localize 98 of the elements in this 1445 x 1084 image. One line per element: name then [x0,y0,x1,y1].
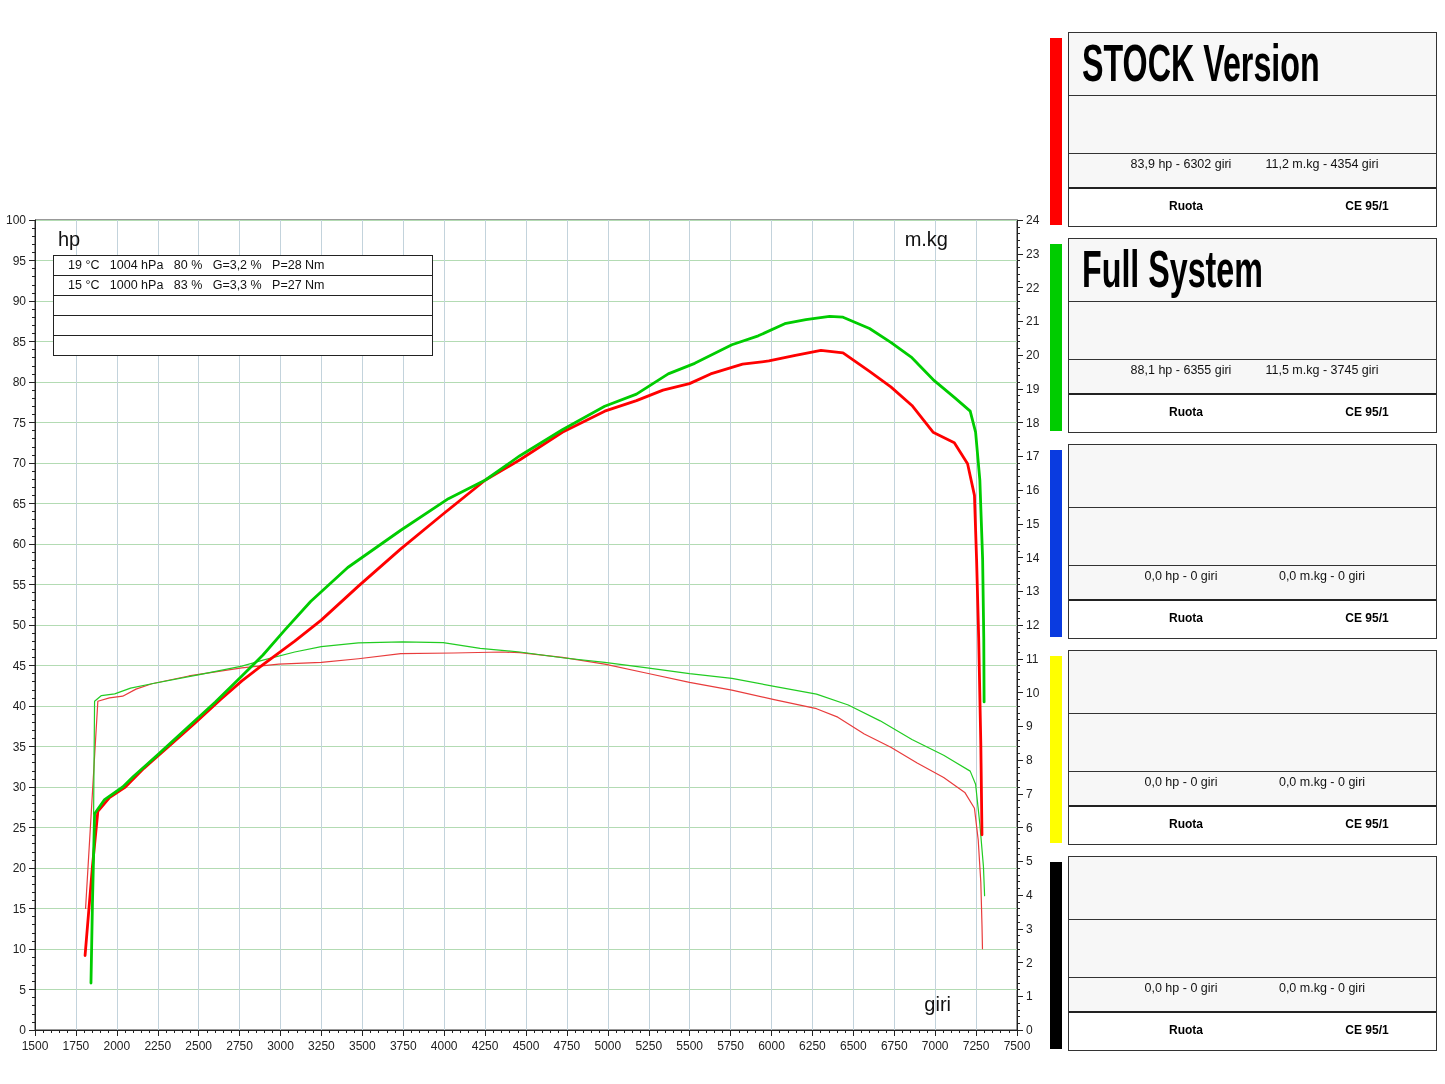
x-tick-label: 7000 [921,1039,949,1053]
x-tick-label: 3750 [389,1039,417,1053]
text: 11,5 m.kg - 3745 giri [1265,363,1379,378]
x-tick-label: 4250 [471,1039,499,1053]
y-tick-label: 70 [12,456,27,470]
text: 0,0 hp - 0 giri [1144,569,1218,584]
y-axis-title: hp [58,228,81,250]
y-tick-label: 85 [12,334,27,349]
text: 0,0 hp - 0 giri [1144,775,1218,790]
legend-label: Full System [1082,240,1263,298]
y2-tick-label: 22 [1026,280,1040,295]
annotation: 15 °C 1000 hPa 83 % G=3,3 % P=27 Nm [68,278,325,293]
y2-tick-label: 17 [1026,449,1040,464]
text: 83,9 hp - 6302 giri [1130,157,1232,172]
y2-tick-label: 18 [1026,415,1040,430]
y-tick-label: 80 [12,375,27,389]
y2-tick-label: 20 [1026,348,1040,362]
y2-tick-label: 8 [1026,753,1033,767]
y-tick-label: 45 [12,658,27,673]
y-tick-label: 95 [12,253,27,268]
y-tick-label: 75 [12,415,27,430]
y2-tick-label: 2 [1026,955,1033,970]
y2-tick-label: 0 [1026,1023,1033,1037]
y-tick-label: 50 [12,618,27,632]
y2-tick-label: 15 [1026,516,1040,531]
x-tick-label: 1750 [62,1039,90,1053]
y2-tick-label: 3 [1026,921,1033,936]
x-tick-label: 7500 [1003,1039,1031,1053]
annotation: 19 °C 1004 hPa 80 % G=3,2 % P=28 Nm [68,258,325,273]
y-tick-label: 20 [12,861,27,875]
x-tick-label: 2250 [144,1039,172,1053]
y-tick-label: 100 [5,213,27,227]
x-tick-label: 2500 [185,1039,213,1053]
x-tick-label: 4000 [430,1039,458,1053]
y-tick-label: 40 [12,699,27,713]
y2-tick-label: 23 [1026,246,1040,261]
x-tick-label: 6750 [880,1039,908,1053]
x-tick-label: 5500 [676,1039,704,1053]
x-tick-label: 7250 [962,1039,990,1053]
y-tick-label: 60 [12,537,27,551]
x-tick-label: 2750 [226,1039,254,1053]
y2-axis-title: m.kg [904,228,948,250]
y2-tick-label: 14 [1026,550,1040,565]
y2-tick-label: 4 [1026,888,1033,902]
legend-label: STOCK Version [1082,34,1320,92]
x-tick-label: 5000 [594,1039,622,1053]
y-tick-label: 65 [12,496,27,511]
x-tick-label: 6250 [799,1039,827,1053]
x-tick-label: 3500 [348,1039,376,1053]
text: Ruota [1169,817,1203,831]
text: 0,0 m.kg - 0 giri [1278,981,1366,996]
text: Ruota [1169,405,1203,419]
y2-tick-label: 1 [1026,989,1033,1004]
y-tick-label: 15 [12,901,27,916]
text: 0,0 m.kg - 0 giri [1278,775,1366,790]
x-tick-label: 1500 [21,1039,49,1053]
y-tick-label: 90 [12,294,27,308]
x-axis-title: giri [924,993,951,1015]
text: 11,2 m.kg - 4354 giri [1265,157,1379,172]
text: CE 95/1 [1345,1023,1389,1037]
y2-tick-label: 12 [1026,618,1040,632]
text: Ruota [1169,1023,1203,1037]
x-tick-label: 2000 [103,1039,131,1053]
y2-tick-label: 9 [1026,719,1033,734]
y2-tick-label: 16 [1026,483,1040,497]
y-tick-label: 30 [12,780,27,794]
x-tick-label: 4750 [553,1039,581,1053]
text: CE 95/1 [1345,199,1389,213]
x-tick-label: 5250 [635,1039,663,1053]
text: 0,0 m.kg - 0 giri [1278,569,1366,584]
y2-tick-label: 13 [1026,584,1040,599]
text: 88,1 hp - 6355 giri [1130,363,1232,378]
x-tick-label: 6500 [839,1039,867,1053]
y2-tick-label: 24 [1026,213,1040,227]
y-tick-label: 25 [12,820,27,835]
y2-tick-label: 5 [1026,854,1033,869]
y2-tick-label: 7 [1026,786,1033,801]
x-tick-label: 3000 [267,1039,295,1053]
y-tick-label: 0 [19,1023,27,1037]
y-tick-label: 55 [12,577,27,592]
x-tick-label: 5750 [717,1039,745,1053]
x-tick-label: 6000 [758,1039,786,1053]
text: CE 95/1 [1345,817,1389,831]
y-tick-label: 5 [19,982,27,997]
y2-tick-label: 21 [1026,314,1040,329]
y2-tick-label: 10 [1026,685,1040,700]
text: 0,0 hp - 0 giri [1144,981,1218,996]
y2-tick-label: 6 [1026,820,1033,835]
text: CE 95/1 [1345,611,1389,625]
text: Ruota [1169,199,1203,213]
y2-tick-label: 11 [1026,651,1039,666]
y2-tick-label: 19 [1026,381,1040,396]
text: Ruota [1169,611,1203,625]
x-tick-label: 4500 [512,1039,540,1053]
x-tick-label: 3250 [308,1039,336,1053]
y-tick-label: 35 [12,739,27,754]
y-tick-label: 10 [12,942,27,956]
text: CE 95/1 [1345,405,1389,419]
